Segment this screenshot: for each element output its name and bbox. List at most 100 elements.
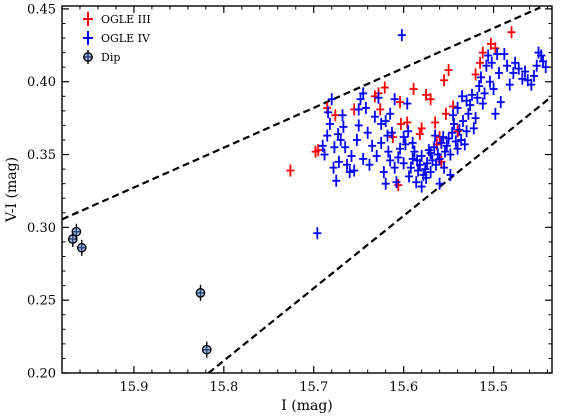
- data-point: [394, 151, 403, 164]
- data-point: [394, 179, 403, 192]
- data-point: [527, 78, 536, 91]
- data-point: [365, 158, 374, 171]
- data-point: [408, 136, 417, 149]
- data-point: [403, 97, 412, 110]
- data-point: [334, 155, 343, 168]
- dip-marker: [195, 288, 206, 298]
- data-point: [458, 115, 467, 128]
- y-tick-label: 0.45: [27, 2, 56, 17]
- data-point: [195, 284, 206, 301]
- data-point: [442, 139, 451, 152]
- data-point: [444, 64, 453, 77]
- y-tick-label: 0.25: [27, 294, 56, 309]
- data-point: [386, 107, 395, 120]
- plot-frame: [61, 5, 553, 374]
- dip-marker: [76, 242, 87, 253]
- data-point: [462, 94, 471, 107]
- x-tick-label: 15.6: [389, 380, 418, 395]
- data-point: [464, 107, 473, 120]
- data-point: [409, 83, 418, 96]
- data-point: [396, 96, 405, 109]
- data-point: [318, 139, 327, 152]
- data-point: [359, 87, 368, 100]
- data-point: [396, 142, 405, 155]
- data-point: [431, 129, 440, 142]
- data-point: [314, 144, 323, 157]
- legend-marker: [83, 52, 93, 62]
- data-point: [354, 103, 363, 116]
- data-point: [401, 138, 410, 151]
- dip-marker: [201, 344, 212, 355]
- data-point: [376, 103, 385, 116]
- legend: OGLE III OGLE IV Dip: [83, 12, 151, 64]
- data-point: [489, 83, 498, 96]
- x-tick-label: 15.7: [299, 380, 328, 395]
- data-point: [484, 49, 493, 62]
- data-point: [380, 81, 389, 94]
- data-point: [286, 164, 295, 177]
- data-point: [404, 125, 413, 138]
- data-point: [417, 150, 426, 163]
- data-point: [482, 59, 491, 72]
- data-point: [352, 133, 361, 146]
- data-point: [511, 56, 520, 69]
- data-point: [327, 93, 336, 106]
- data-point: [383, 129, 392, 142]
- data-point: [343, 158, 352, 171]
- data-point: [399, 131, 408, 144]
- series-ogle-iv: [313, 29, 550, 240]
- data-point: [406, 161, 415, 174]
- data-point: [354, 119, 363, 132]
- data-point: [345, 166, 354, 179]
- y-tick-label: 0.30: [27, 221, 56, 236]
- x-tick-label: 15.9: [119, 380, 148, 395]
- data-point: [336, 133, 345, 146]
- data-point: [399, 157, 408, 170]
- data-point: [377, 117, 386, 130]
- data-point: [435, 177, 444, 190]
- reference-line-1: [62, 6, 541, 221]
- data-point: [480, 87, 489, 100]
- legend-item-dip: Dip: [83, 50, 120, 64]
- data-point: [493, 48, 502, 61]
- data-point: [363, 126, 372, 139]
- data-point: [487, 56, 496, 69]
- data-point: [359, 152, 368, 165]
- data-point: [347, 150, 356, 163]
- data-point: [448, 126, 457, 139]
- data-point: [390, 161, 399, 174]
- legend-item-ogle-iii: OGLE III: [83, 12, 151, 26]
- data-point: [486, 37, 495, 50]
- data-point: [392, 176, 401, 189]
- data-point: [432, 158, 441, 171]
- data-point: [530, 69, 539, 82]
- data-point: [397, 29, 406, 42]
- data-point: [405, 170, 414, 183]
- data-point: [374, 91, 383, 104]
- data-point: [341, 141, 350, 154]
- data-point: [379, 166, 388, 179]
- data-point: [372, 150, 381, 163]
- data-point: [338, 109, 347, 122]
- data-point: [324, 106, 333, 119]
- y-tick-label: 0.20: [27, 367, 56, 382]
- data-point: [381, 177, 390, 190]
- data-point: [475, 80, 484, 93]
- data-point: [387, 126, 396, 139]
- data-point: [320, 148, 329, 161]
- data-point: [471, 68, 480, 81]
- data-point: [412, 176, 421, 189]
- data-point: [361, 101, 370, 114]
- data-point: [71, 223, 82, 240]
- x-axis-label: I (mag): [281, 398, 333, 414]
- data-point: [541, 61, 550, 74]
- series-dip: [67, 223, 212, 358]
- data-point: [451, 135, 460, 148]
- data-point: [368, 139, 377, 152]
- data-point: [440, 74, 449, 87]
- data-point: [396, 117, 405, 130]
- data-points-layer: [67, 26, 550, 358]
- data-point: [496, 96, 505, 109]
- data-point: [478, 46, 487, 59]
- data-point: [514, 62, 523, 75]
